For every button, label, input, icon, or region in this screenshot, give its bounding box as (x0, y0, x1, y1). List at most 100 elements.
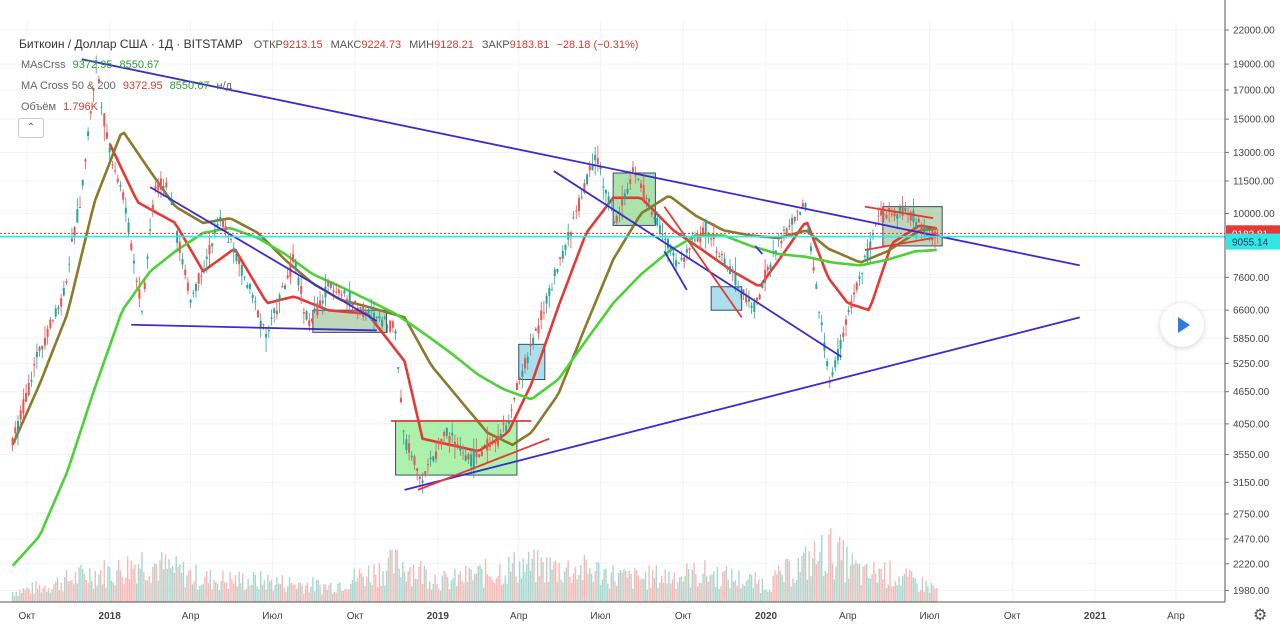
volume-bar (224, 582, 226, 602)
volume-bar (874, 573, 877, 602)
y-tick-label: 4050.00 (1233, 419, 1270, 430)
volume-bar (247, 578, 249, 602)
candle-body (521, 370, 524, 377)
candle-body (890, 213, 893, 216)
volume-bar (581, 579, 584, 602)
candle-body (157, 182, 160, 190)
ohlc-label: ЗАКР (481, 39, 510, 51)
volume-bar (900, 585, 902, 602)
volume-bar (571, 582, 573, 602)
candle-body (313, 308, 316, 312)
candle-body (532, 337, 535, 345)
volume-bar (188, 570, 190, 602)
candle-body (542, 312, 545, 314)
volume-bar (660, 575, 663, 602)
scroll-to-realtime-button[interactable] (1160, 303, 1204, 347)
candle-body (146, 256, 149, 259)
indicator-value: 8550.67 (169, 80, 210, 92)
candle-body (640, 183, 643, 188)
trendline (553, 170, 842, 358)
x-tick-label: Окт (1004, 611, 1021, 622)
candle-body (76, 209, 79, 223)
candle-body (826, 361, 829, 367)
volume-bar (734, 579, 737, 602)
volume-bar (598, 562, 600, 602)
x-tick-label: 2019 (427, 611, 450, 622)
volume-bar (536, 550, 539, 602)
volume-bar (150, 582, 152, 602)
volume-bar (765, 589, 767, 602)
volume-bar (215, 581, 217, 602)
volume-bar (650, 587, 652, 602)
candle-body (364, 311, 367, 314)
volume-bar (833, 579, 836, 602)
volume-bar (835, 566, 837, 602)
volume-bar (643, 578, 645, 602)
chevron-up-icon: ⌃ (26, 122, 36, 133)
candle-body (909, 211, 912, 221)
volume-bar (35, 581, 37, 602)
collapse-legend-button[interactable]: ⌃ (18, 118, 44, 138)
volume-bar (540, 557, 542, 602)
volume-bar (601, 579, 604, 602)
candle-body (761, 282, 764, 289)
y-tick-label: 22000.00 (1233, 26, 1275, 37)
gear-icon[interactable]: ⚙ (1253, 607, 1268, 624)
candle-body (149, 229, 152, 231)
volume-bar (355, 581, 357, 602)
volume-bar (486, 573, 488, 602)
volume-bar (123, 584, 125, 602)
candle-body (275, 310, 278, 315)
candle-body (170, 199, 173, 206)
volume-bar (700, 583, 702, 602)
volume-bar (310, 586, 312, 602)
volume-bar (179, 564, 181, 602)
candle-body (208, 244, 211, 255)
x-tick-label: Апр (182, 611, 200, 622)
candle-body (445, 428, 448, 436)
volume-bar (741, 583, 744, 602)
volume-bar (222, 570, 224, 602)
candle-body (793, 216, 796, 221)
candle-body (173, 220, 176, 222)
volume-bar (727, 579, 729, 602)
volume-bar (644, 571, 647, 602)
legend-indicator-volume[interactable]: Объём 1.796K (19, 97, 638, 118)
candle-body (343, 290, 346, 294)
volume-bar (312, 577, 314, 602)
legend-indicator-mascrss[interactable]: MAsCrss 9372.95 8550.67 (19, 55, 638, 76)
x-tick-label: Апр (1167, 611, 1185, 622)
candle-body (596, 158, 599, 165)
volume-bar (781, 574, 783, 602)
volume-bar (22, 588, 25, 602)
volume-bar (668, 571, 670, 602)
volume-bar (40, 592, 43, 602)
volume-bar (29, 593, 32, 602)
legend-indicator-ma-cross[interactable]: MA Cross 50 & 200 9372.95 8550.67 н/д (19, 76, 638, 97)
volume-bar (867, 578, 870, 602)
candle-body (435, 451, 438, 459)
candle-body (839, 339, 842, 350)
volume-bar (24, 589, 26, 602)
volume-bar (470, 569, 472, 602)
volume-bar (840, 560, 843, 602)
volume-bar (207, 583, 210, 602)
indicator-value: 9372.95 (122, 80, 163, 92)
trendline (81, 58, 1080, 267)
y-tick-label: 2750.00 (1233, 509, 1270, 520)
volume-bar (197, 589, 199, 602)
volume-bar (589, 568, 591, 602)
volume-bar (369, 582, 372, 602)
volume-bar (777, 565, 780, 602)
volume-bar (398, 568, 400, 602)
volume-bar (759, 593, 762, 602)
volume-bar (569, 576, 571, 602)
candle-body (70, 238, 73, 242)
volume-bar (887, 584, 889, 602)
candle-body (499, 433, 502, 438)
candle-body (321, 300, 324, 304)
volume-bar (15, 591, 17, 602)
candle-body (324, 286, 327, 298)
volume-bar (506, 583, 508, 602)
